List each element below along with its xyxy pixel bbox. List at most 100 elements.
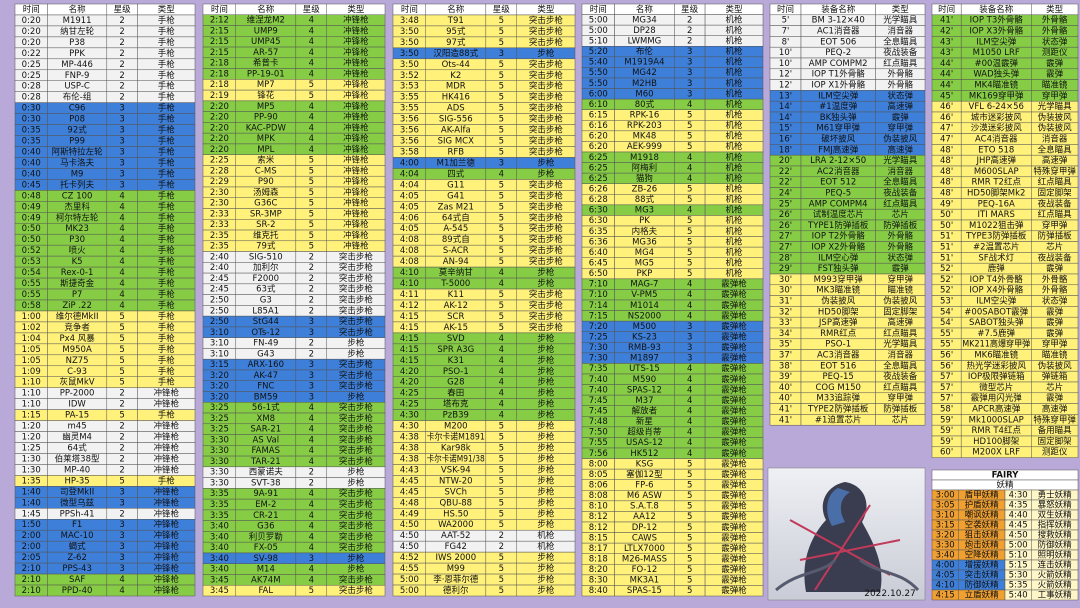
time: 0:40 [22,148,41,158]
time: 0:50 [22,235,41,245]
artwork: 2022.10.27 [767,467,926,601]
name: KSG [636,459,654,469]
name: FG42 [445,542,467,552]
time: 54' [940,307,953,317]
star: 4 [309,123,314,133]
star: 3 [119,158,124,168]
time: 4:04 [400,169,419,179]
star: 5 [687,132,692,142]
type: 突击步枪 [529,322,564,333]
time: 37' [779,351,792,361]
name: K31 [448,356,464,366]
time: 7:40 [589,385,608,395]
name: G11 [447,180,464,190]
star: 4 [499,356,504,366]
type: 手枪 [158,267,176,278]
star: 2 [687,15,692,25]
star: 2 [119,49,124,59]
equip-name: AC1消音器 [817,26,860,37]
type: 突击步枪 [339,370,374,381]
name: SPAS-12 [627,385,662,395]
star: 5 [119,356,124,366]
type: 手枪 [158,103,176,114]
time: 7:10 [589,280,608,290]
time: 6:50 [589,269,608,279]
equip-name: JHP高速弹 [975,155,1016,166]
name: K5 [72,257,83,267]
time: 47' [940,135,953,145]
equip-name: IOP T4外骨骼 [970,274,1024,285]
name: 喷火 [69,245,87,256]
name: FN-49 [253,339,278,349]
time: 4:45 [400,476,419,486]
equip-name: TYPE1防弹插板 [807,220,869,231]
name: 64式 [67,443,87,454]
time: 3:30 [210,446,229,456]
time: 0:53 [22,257,41,267]
time: 7:45 [589,396,608,406]
star: 4 [309,134,314,144]
name: M26-MASS [622,555,667,565]
star: 5 [309,80,314,90]
equip-name: PEQ-2 [825,48,851,58]
star: 5 [499,191,504,201]
time: 2:15 [210,37,229,47]
equip-name: IOP T3外骨骼 [970,15,1024,26]
type: 霰弹枪 [721,342,747,353]
type: 手枪 [158,223,176,234]
star: 4 [119,279,124,289]
time: 48' [940,156,953,166]
type: 霰弹枪 [721,490,747,501]
header-label: 时间 [211,4,228,15]
time: 0:54 [22,268,41,278]
equip-name: ILM空心弹 [818,252,859,263]
name: RPK-203 [627,121,662,131]
name: AN-94 [443,257,469,267]
time: 8:08 [589,491,608,501]
type: 突击步枪 [529,81,564,92]
time: 1:00 [22,312,41,322]
type: 红点瞄具 [883,328,918,339]
name: F1 [72,520,82,530]
star: 4 [309,565,314,575]
time: 43' [940,37,953,47]
type: 手枪 [158,59,176,70]
type: 手枪 [158,278,176,289]
header-label: 装备名称 [979,4,1014,15]
type: 步枪 [537,157,555,168]
star: 5 [309,220,314,230]
type: 冲锋枪 [343,68,369,79]
star: 4 [119,257,124,267]
name: SCR [447,312,464,322]
type: 机枪 [726,184,744,195]
type: 夜战装备 [883,371,918,382]
type: 步枪 [347,477,365,488]
type: 霰弹枪 [721,279,747,290]
star: 5 [499,454,504,464]
time: 1:10 [22,389,41,399]
time: 6:36 [589,237,608,247]
star: 3 [119,126,124,136]
equip-name: M993穿甲弹 [814,274,864,285]
time: 4:15 [400,334,419,344]
type: 突击步枪 [339,381,374,392]
type: 测距仪 [1042,448,1068,458]
fairy-time: 5:35 [1009,581,1028,591]
name: DP-12 [632,523,657,533]
type: 冲锋枪 [343,25,369,36]
time: 6:20 [589,132,608,142]
name: Zas M21 [438,202,474,212]
type: 突击步枪 [529,190,564,201]
star: 4 [687,449,692,459]
type: 突击步枪 [339,251,374,262]
type: 机枪 [726,88,744,99]
fairy-name: 指挥妖精 [1038,520,1073,531]
time: 1:05 [22,356,41,366]
type: 手枪 [158,92,176,103]
star: 4 [499,378,504,388]
star: 5 [309,166,314,176]
time: 56' [940,351,953,361]
time: 0:35 [22,137,41,147]
name: 四式 [447,168,465,179]
